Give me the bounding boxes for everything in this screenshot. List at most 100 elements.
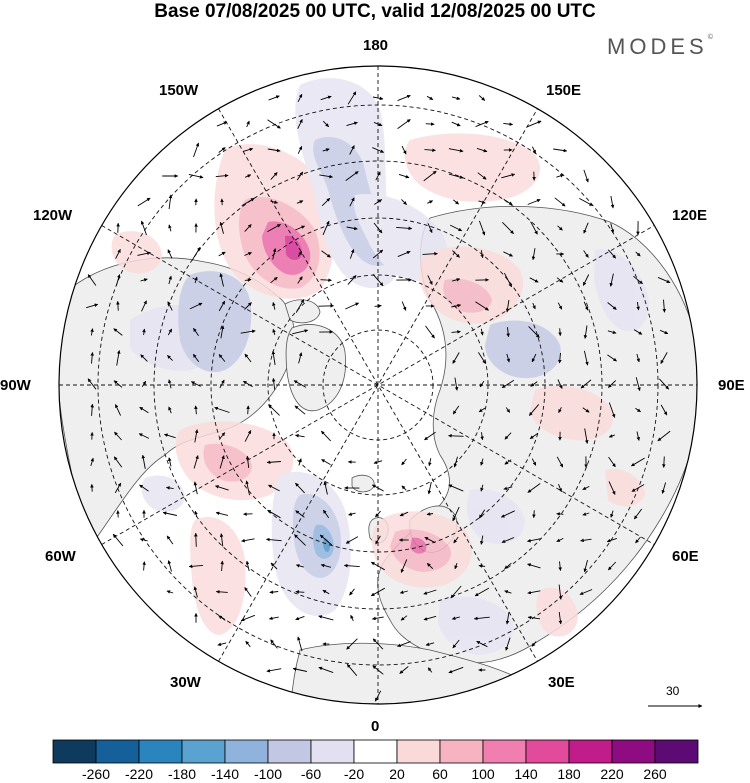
wind-arrow <box>345 536 359 544</box>
wind-arrow <box>480 250 484 259</box>
wind-arrow <box>425 122 435 126</box>
wind-arrow <box>115 248 121 259</box>
wind-arrow <box>454 377 459 391</box>
wind-arrow <box>321 250 331 258</box>
wind-arrow <box>116 350 121 366</box>
anomaly-negative-canada-mid <box>178 271 252 373</box>
wind-arrow <box>401 485 407 491</box>
wind-arrow <box>503 251 513 257</box>
wind-arrow <box>399 590 408 594</box>
wind-arrow <box>451 96 461 100</box>
colorbar-label: -60 <box>300 766 322 782</box>
wind-arrow <box>452 352 460 364</box>
wind-arrow <box>476 147 488 153</box>
wind-arrow <box>554 197 566 207</box>
wind-arrow <box>215 511 229 516</box>
wind-arrow <box>397 94 411 102</box>
modes-logo-mark: © <box>707 34 713 41</box>
wind-arrow <box>556 537 564 543</box>
wind-arrow <box>401 458 407 466</box>
wind-arrow <box>321 459 331 465</box>
wind-arrow <box>579 589 593 595</box>
wind-arrow <box>167 355 173 361</box>
wind-arrow <box>452 250 460 258</box>
wind-arrow <box>194 532 198 547</box>
wind-arrow <box>608 481 616 495</box>
wind-arrow <box>298 352 303 364</box>
wind-arrow <box>266 537 282 542</box>
wind-arrow <box>348 512 356 516</box>
colorbar-label: -20 <box>343 766 365 782</box>
wind-arrow <box>424 536 436 544</box>
wind-arrow <box>505 637 511 651</box>
wind-arrow <box>424 148 436 152</box>
wind-arrow <box>401 145 407 155</box>
longitude-label-90w: 90W <box>0 377 31 394</box>
wind-arrow <box>189 302 203 310</box>
wind-arrow <box>349 197 355 207</box>
wind-arrow <box>297 251 303 257</box>
wind-arrow <box>295 433 305 438</box>
wind-arrow <box>191 246 201 262</box>
wind-arrow <box>266 668 282 673</box>
wind-arrow <box>188 564 203 569</box>
wind-arrow <box>635 407 641 413</box>
anomaly-negative-caspian <box>466 489 525 544</box>
longitude-label-150e: 150E <box>546 82 582 99</box>
wind-arrow <box>660 352 668 364</box>
wind-arrow <box>215 173 229 178</box>
wind-arrow <box>372 665 384 675</box>
wind-arrow <box>241 197 255 207</box>
anomaly-positive-east-asia <box>530 385 614 441</box>
longitude-label-90e: 90E <box>718 377 745 394</box>
longitude-label-60e: 60E <box>672 548 699 565</box>
wind-arrow <box>633 275 643 285</box>
wind-arrow <box>166 486 174 490</box>
wind-arrow <box>636 353 640 363</box>
longitude-label-120w: 120W <box>33 207 73 224</box>
wind-arrow <box>116 300 120 311</box>
wind-arrow <box>346 121 358 127</box>
wind-arrow <box>448 666 464 674</box>
wind-arrow <box>452 639 460 649</box>
wind-arrow <box>448 173 464 179</box>
wind-arrow <box>113 380 123 388</box>
anomaly-positive-alaska-max <box>285 235 302 260</box>
wind-arrow <box>527 199 541 205</box>
wind-arrow <box>531 641 537 647</box>
wind-arrow <box>505 407 511 413</box>
wind-arrow <box>478 407 486 413</box>
wind-arrow <box>294 534 306 546</box>
wind-arrow <box>401 301 407 311</box>
wind-arrow <box>400 559 408 573</box>
wind-arrow <box>557 379 563 389</box>
wind-arrow <box>558 484 562 493</box>
wind-arrow <box>220 325 225 339</box>
wind-arrow <box>480 328 484 336</box>
wind-arrow <box>346 638 358 650</box>
anomaly-positive-east-pacific <box>404 133 541 202</box>
wind-arrow <box>138 433 150 439</box>
wind-arrow <box>372 616 384 621</box>
wind-arrow <box>167 457 172 467</box>
wind-arrow <box>426 95 434 101</box>
wind-arrow <box>635 251 641 257</box>
anomaly-positive-middle-east <box>536 587 578 637</box>
wind-arrow <box>478 564 486 568</box>
anomaly-positive-atlantic-west <box>190 516 246 635</box>
wind-arrow <box>320 95 332 101</box>
wind-arrow <box>219 533 224 547</box>
wind-arrow <box>168 194 173 210</box>
anomaly-positive-pacific-west <box>111 231 162 274</box>
wind-arrow <box>527 563 541 569</box>
wind-arrow <box>215 485 229 491</box>
wind-arrow <box>505 299 510 313</box>
wind-arrow <box>218 432 226 440</box>
colorbar-label: 220 <box>600 766 624 782</box>
wind-arrow <box>449 224 463 232</box>
anomaly-positive-eastern-canada-mid <box>203 443 252 482</box>
wind-arrow <box>218 354 226 362</box>
wind-arrow <box>584 428 589 444</box>
wind-arrow <box>297 636 303 652</box>
wind-arrow <box>243 147 254 152</box>
